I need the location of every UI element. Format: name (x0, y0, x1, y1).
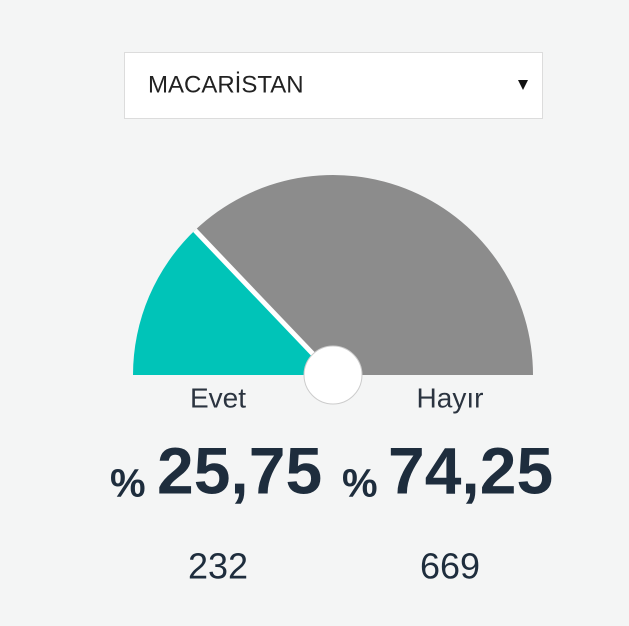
vote-count: 669 (420, 546, 480, 587)
gauge-sector (194, 174, 533, 375)
dropdown[interactable]: MACARİSTAN (124, 52, 543, 119)
percent-value: 74,25 (388, 433, 553, 507)
vote-count: 232 (188, 546, 248, 587)
gauge-needle (193, 228, 335, 377)
percent-sign: % (110, 462, 146, 506)
option-label: Hayır (417, 382, 484, 413)
option-label: Evet (190, 382, 246, 413)
percent-sign: % (342, 462, 378, 506)
percent-value: 25,75 (157, 433, 322, 507)
dropdown-box[interactable] (124, 52, 543, 119)
dropdown-value[interactable]: MACARİSTAN (148, 71, 304, 98)
gauge-sector (133, 230, 333, 375)
gauge-hub (303, 345, 363, 405)
dropdown-arrow[interactable] (518, 80, 528, 90)
